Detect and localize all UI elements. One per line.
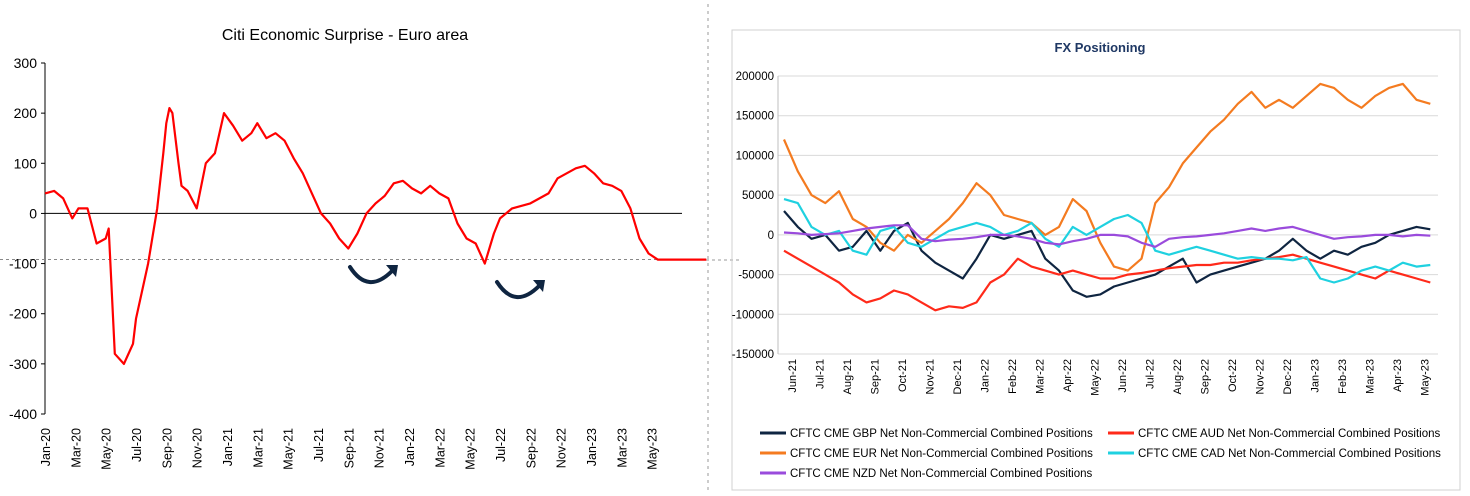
x-tick-label: Aug-21 xyxy=(842,359,854,394)
x-tick-label: Sep-21 xyxy=(342,428,356,468)
x-tick-label: Oct-22 xyxy=(1227,359,1239,392)
y-tick-label: 200 xyxy=(14,105,38,121)
x-tick-label: Jun-21 xyxy=(787,359,799,393)
x-tick-label: Mar-22 xyxy=(1034,359,1046,394)
chart-title-citi: Citi Economic Surprise - Euro area xyxy=(222,27,468,44)
chart-frame xyxy=(731,29,1461,491)
x-tick-label: Feb-23 xyxy=(1337,359,1349,394)
y-tick-label: 100000 xyxy=(736,150,774,162)
chart-title-fx: FX Positioning xyxy=(1055,40,1146,55)
x-tick-label: Nov-21 xyxy=(924,359,936,394)
x-tick-label: Sep-22 xyxy=(1199,359,1211,394)
x-tick-label: Sep-21 xyxy=(869,359,881,394)
x-tick-label: Jan-23 xyxy=(1309,359,1321,393)
x-tick-label: Dec-22 xyxy=(1282,359,1294,394)
x-tick-label: Mar-21 xyxy=(251,428,265,468)
fx-positioning-chart: FX Positioning 200000 150000 100000 50000 0 -… xyxy=(731,29,1461,491)
x-tick-label: Nov-22 xyxy=(555,428,569,468)
x-tick-label: May-22 xyxy=(1089,359,1101,396)
series-line-aud xyxy=(783,249,1431,312)
series-line-cad xyxy=(783,198,1431,284)
x-tick-label: Jan-23 xyxy=(585,428,599,466)
x-tick-label: Oct-21 xyxy=(897,359,909,392)
x-tick-label: Jul-22 xyxy=(1144,359,1156,389)
x-tick-label: Jul-20 xyxy=(130,428,144,462)
x-tick-label: Apr-22 xyxy=(1062,359,1074,392)
x-tick-label: Jul-22 xyxy=(494,428,508,462)
y-tick-label: 0 xyxy=(29,205,37,221)
x-tick-label: May-20 xyxy=(100,428,114,470)
x-tick-label: Mar-20 xyxy=(69,428,83,468)
svg-text:CFTC CME AUD Net Non-Commercia: CFTC CME AUD Net Non-Commercial Combined… xyxy=(1138,428,1441,440)
svg-text:CFTC CME GBP Net Non-Commercia: CFTC CME GBP Net Non-Commercial Combined… xyxy=(790,428,1093,440)
y-tick-label: 100 xyxy=(14,155,38,171)
x-tick-label: Jul-21 xyxy=(312,428,326,462)
x-tick-label: May-23 xyxy=(646,428,660,470)
y-tick-label: 150000 xyxy=(736,111,774,123)
y-tick-label: -100 xyxy=(9,256,37,272)
x-tick-label: Jan-22 xyxy=(979,359,991,393)
x-tick-label: Aug-22 xyxy=(1172,359,1184,394)
x-tick-label: Nov-20 xyxy=(191,428,205,468)
x-tick-label: Jan-22 xyxy=(403,428,417,466)
series-line-eur xyxy=(782,82,1431,272)
y-tick-label: 200000 xyxy=(736,71,774,83)
legend-item-cad: CFTC CME CAD Net Non-Commercial Combined… xyxy=(1108,448,1441,460)
x-tick-label: May-23 xyxy=(1419,359,1431,396)
series-line-nzd xyxy=(783,224,1431,248)
legend-item-aud: CFTC CME AUD Net Non-Commercial Combined… xyxy=(1108,428,1441,440)
y-tick-label: -50000 xyxy=(738,270,774,282)
series-line-citi-surprise xyxy=(44,106,707,365)
x-tick-label: Jan-20 xyxy=(39,428,53,466)
x-tick-label: Apr-23 xyxy=(1392,359,1404,392)
svg-text:CFTC CME CAD Net Non-Commercia: CFTC CME CAD Net Non-Commercial Combined… xyxy=(1138,448,1441,460)
x-tick-label: May-22 xyxy=(464,428,478,470)
x-tick-label: Sep-22 xyxy=(524,428,538,468)
y-tick-label: -150000 xyxy=(732,349,774,361)
citi-surprise-chart: Citi Economic Surprise - Euro area 300 20… xyxy=(0,27,707,470)
y-tick-label: 0 xyxy=(768,230,774,242)
x-tick-label: Dec-21 xyxy=(952,359,964,394)
y-tick-label: 50000 xyxy=(742,190,774,202)
legend-item-eur: CFTC CME EUR Net Non-Commercial Combined… xyxy=(760,448,1093,460)
x-tick-label: Nov-22 xyxy=(1254,359,1266,394)
y-tick-label: -400 xyxy=(9,406,37,422)
y-tick-label: 300 xyxy=(14,55,38,71)
x-tick-label: Mar-23 xyxy=(615,428,629,468)
x-tick-label: Sep-20 xyxy=(160,428,174,468)
svg-text:CFTC CME EUR Net Non-Commercia: CFTC CME EUR Net Non-Commercial Combined… xyxy=(790,448,1093,460)
legend-item-gbp: CFTC CME GBP Net Non-Commercial Combined… xyxy=(760,428,1093,440)
legend-item-nzd: CFTC CME NZD Net Non-Commercial Combined… xyxy=(760,468,1093,480)
series-line-gbp xyxy=(783,210,1431,298)
x-tick-label: Mar-22 xyxy=(433,428,447,468)
svg-text:CFTC CME NZD Net Non-Commercia: CFTC CME NZD Net Non-Commercial Combined… xyxy=(790,468,1093,480)
x-tick-label: Jul-21 xyxy=(814,359,826,389)
x-tick-label: Jan-21 xyxy=(221,428,235,466)
upturn-arrow-1 xyxy=(348,265,398,284)
x-tick-label: Mar-23 xyxy=(1364,359,1376,394)
x-tick-label: Jun-22 xyxy=(1117,359,1129,393)
x-tick-label: Feb-22 xyxy=(1007,359,1019,394)
y-tick-label: -300 xyxy=(9,356,37,372)
x-tick-label: May-21 xyxy=(282,428,296,470)
y-tick-label: -200 xyxy=(9,306,37,322)
y-tick-label: -100000 xyxy=(732,309,774,321)
upturn-arrow-2 xyxy=(495,280,545,299)
x-tick-label: Nov-21 xyxy=(373,428,387,468)
